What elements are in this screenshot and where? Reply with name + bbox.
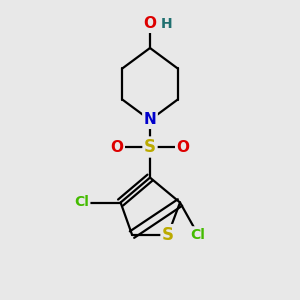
- Text: O: O: [110, 140, 124, 154]
- Text: S: S: [144, 138, 156, 156]
- Text: N: N: [144, 112, 156, 128]
- Text: Cl: Cl: [74, 196, 89, 209]
- Text: O: O: [176, 140, 190, 154]
- Text: S: S: [162, 226, 174, 244]
- Text: Cl: Cl: [190, 228, 206, 242]
- Text: O: O: [143, 16, 157, 32]
- Text: H: H: [161, 17, 172, 31]
